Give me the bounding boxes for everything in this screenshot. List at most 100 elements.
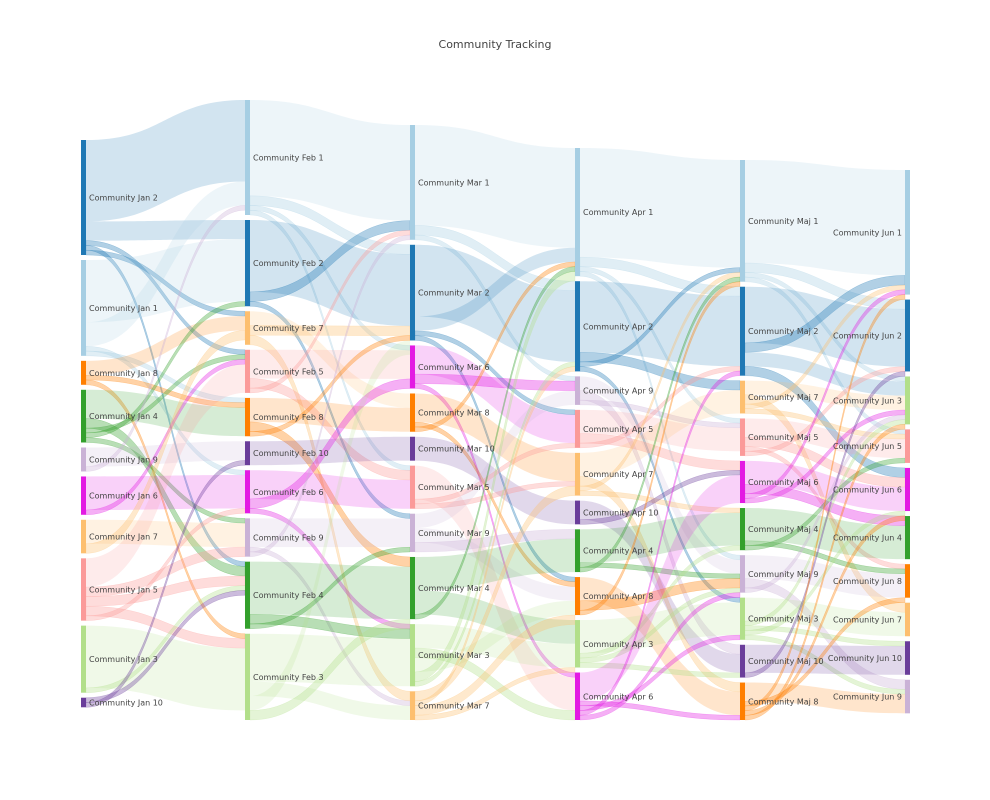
sankey-node[interactable]	[905, 299, 910, 372]
sankey-node[interactable]	[410, 513, 415, 552]
sankey-link[interactable]	[415, 125, 575, 248]
sankey-link[interactable]	[86, 519, 245, 548]
sankey-node[interactable]	[245, 220, 250, 307]
sankey-node[interactable]	[81, 389, 86, 443]
sankey-link[interactable]	[414, 271, 576, 682]
sankey-link[interactable]	[745, 508, 905, 560]
sankey-link[interactable]	[85, 546, 246, 597]
sankey-node[interactable]	[410, 125, 415, 240]
sankey-node[interactable]	[410, 244, 415, 341]
sankey-link[interactable]	[745, 460, 905, 512]
sankey-link[interactable]	[86, 316, 245, 376]
sankey-link[interactable]	[415, 465, 575, 711]
sankey-node[interactable]	[245, 100, 250, 215]
sankey-node[interactable]	[245, 561, 250, 629]
sankey-node[interactable]	[740, 508, 745, 551]
sankey-link[interactable]	[745, 352, 905, 396]
sankey-link[interactable]	[250, 100, 410, 221]
sankey-link[interactable]	[250, 311, 410, 408]
sankey-link[interactable]	[249, 335, 411, 437]
sankey-node[interactable]	[410, 393, 415, 432]
sankey-node[interactable]	[575, 148, 580, 277]
sankey-link[interactable]	[86, 625, 245, 711]
sankey-node[interactable]	[740, 555, 745, 593]
sankey-node[interactable]	[905, 376, 910, 425]
sankey-link[interactable]	[249, 546, 411, 630]
sankey-node[interactable]	[740, 418, 745, 456]
sankey-node[interactable]	[81, 519, 86, 554]
sankey-node[interactable]	[81, 476, 86, 515]
sankey-link[interactable]	[250, 681, 410, 720]
sankey-link[interactable]	[250, 220, 410, 327]
sankey-node[interactable]	[905, 641, 910, 675]
sankey-node[interactable]	[740, 460, 745, 504]
sankey-link[interactable]	[580, 376, 740, 574]
sankey-link[interactable]	[250, 633, 410, 687]
sankey-node[interactable]	[905, 429, 910, 463]
sankey-node[interactable]	[245, 311, 250, 345]
sankey-link[interactable]	[744, 457, 906, 551]
sankey-link[interactable]	[580, 148, 740, 268]
sankey-link[interactable]	[415, 345, 575, 444]
sankey-link[interactable]	[86, 389, 245, 437]
sankey-link[interactable]	[580, 474, 740, 702]
sankey-link[interactable]	[250, 349, 410, 379]
sankey-node[interactable]	[245, 349, 250, 393]
sankey-link[interactable]	[414, 442, 576, 505]
sankey-link[interactable]	[250, 340, 410, 711]
sankey-link[interactable]	[579, 634, 741, 711]
sankey-link[interactable]	[86, 100, 245, 222]
sankey-link[interactable]	[86, 475, 245, 510]
sankey-link[interactable]	[414, 485, 576, 702]
sankey-node[interactable]	[410, 345, 415, 389]
sankey-link[interactable]	[745, 555, 905, 598]
sankey-node[interactable]	[245, 397, 250, 437]
sankey-link[interactable]	[414, 667, 576, 721]
sankey-link[interactable]	[579, 545, 741, 659]
sankey-node[interactable]	[740, 160, 745, 282]
sankey-link[interactable]	[250, 470, 410, 509]
sankey-link[interactable]	[580, 409, 740, 452]
sankey-link[interactable]	[745, 160, 905, 276]
sankey-node[interactable]	[740, 286, 745, 376]
sankey-node[interactable]	[81, 140, 86, 255]
sankey-link[interactable]	[744, 424, 906, 721]
sankey-node[interactable]	[740, 597, 745, 640]
sankey-node[interactable]	[905, 679, 910, 714]
sankey-link[interactable]	[415, 244, 575, 362]
sankey-link[interactable]	[580, 602, 740, 654]
sankey-link[interactable]	[249, 234, 411, 557]
sankey-node[interactable]	[905, 516, 910, 560]
sankey-link[interactable]	[579, 592, 741, 721]
sankey-link[interactable]	[86, 181, 245, 347]
sankey-link[interactable]	[580, 577, 740, 716]
sankey-link[interactable]	[415, 590, 575, 644]
sankey-link[interactable]	[580, 500, 740, 673]
sankey-link[interactable]	[250, 397, 410, 432]
sankey-link[interactable]	[86, 364, 245, 588]
sankey-node[interactable]	[575, 577, 580, 616]
sankey-link[interactable]	[745, 380, 905, 410]
sankey-link[interactable]	[745, 682, 905, 714]
sankey-node[interactable]	[740, 682, 745, 720]
sankey-link[interactable]	[415, 393, 575, 482]
sankey-link[interactable]	[580, 390, 740, 477]
sankey-node[interactable]	[575, 281, 580, 372]
sankey-node[interactable]	[740, 644, 745, 678]
sankey-node[interactable]	[81, 558, 86, 621]
sankey-link[interactable]	[415, 600, 575, 672]
sankey-node[interactable]	[81, 447, 86, 472]
sankey-link[interactable]	[86, 441, 245, 467]
sankey-node[interactable]	[245, 441, 250, 466]
sankey-link[interactable]	[744, 510, 906, 636]
sankey-link[interactable]	[415, 436, 575, 525]
sankey-node[interactable]	[575, 500, 580, 525]
sankey-node[interactable]	[575, 620, 580, 668]
sankey-link[interactable]	[415, 538, 575, 591]
sankey-node[interactable]	[245, 470, 250, 514]
sankey-link[interactable]	[250, 436, 410, 466]
sankey-link[interactable]	[745, 644, 905, 675]
sankey-node[interactable]	[410, 556, 415, 620]
sankey-node[interactable]	[575, 376, 580, 405]
